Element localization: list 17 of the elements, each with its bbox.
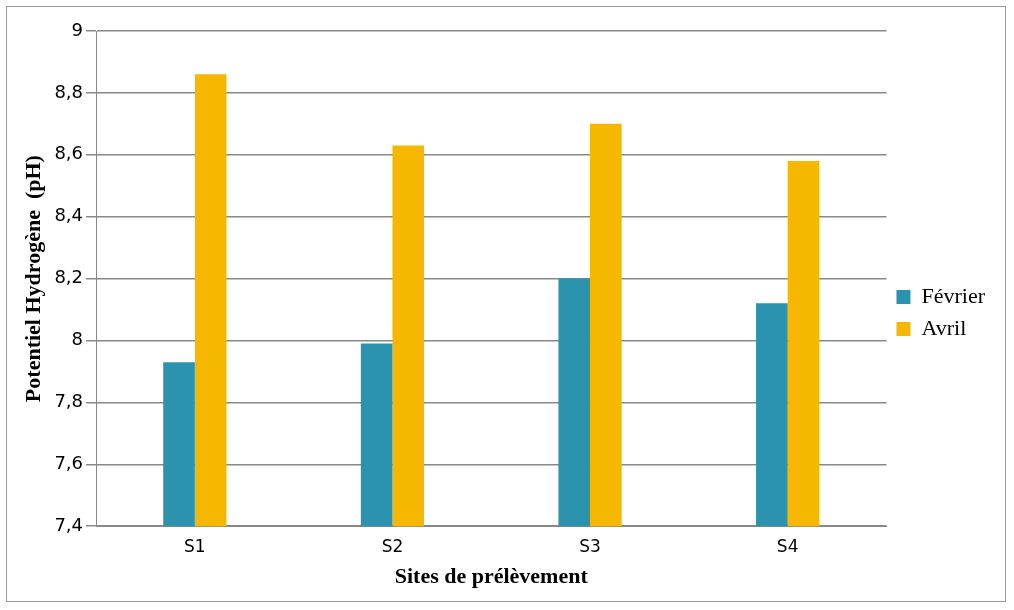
y-tick-label: 8,6	[54, 142, 84, 164]
legend-label: Avril	[921, 314, 967, 340]
x-axis-title: Sites de prélèvement	[394, 563, 589, 589]
y-tick-label: 8	[71, 328, 84, 350]
y-tick-label: 7,6	[54, 451, 84, 473]
x-tick-label: S4	[776, 535, 799, 556]
y-tick-label: 7,8	[54, 390, 84, 412]
y-tick-label: 8,4	[54, 204, 84, 226]
y-tick-label: 8,2	[54, 266, 84, 288]
x-tick-label: S1	[184, 535, 206, 556]
legend-label: Février	[921, 282, 986, 308]
x-tick-label: S2	[381, 535, 404, 556]
x-tick-label: S3	[579, 535, 601, 556]
y-tick-label: 9	[71, 18, 84, 40]
y-axis-title: Potentiel Hydrogène (pH)	[19, 155, 45, 403]
y-tick-label: 7,4	[54, 513, 84, 535]
y-tick-label: 8,8	[54, 80, 84, 102]
